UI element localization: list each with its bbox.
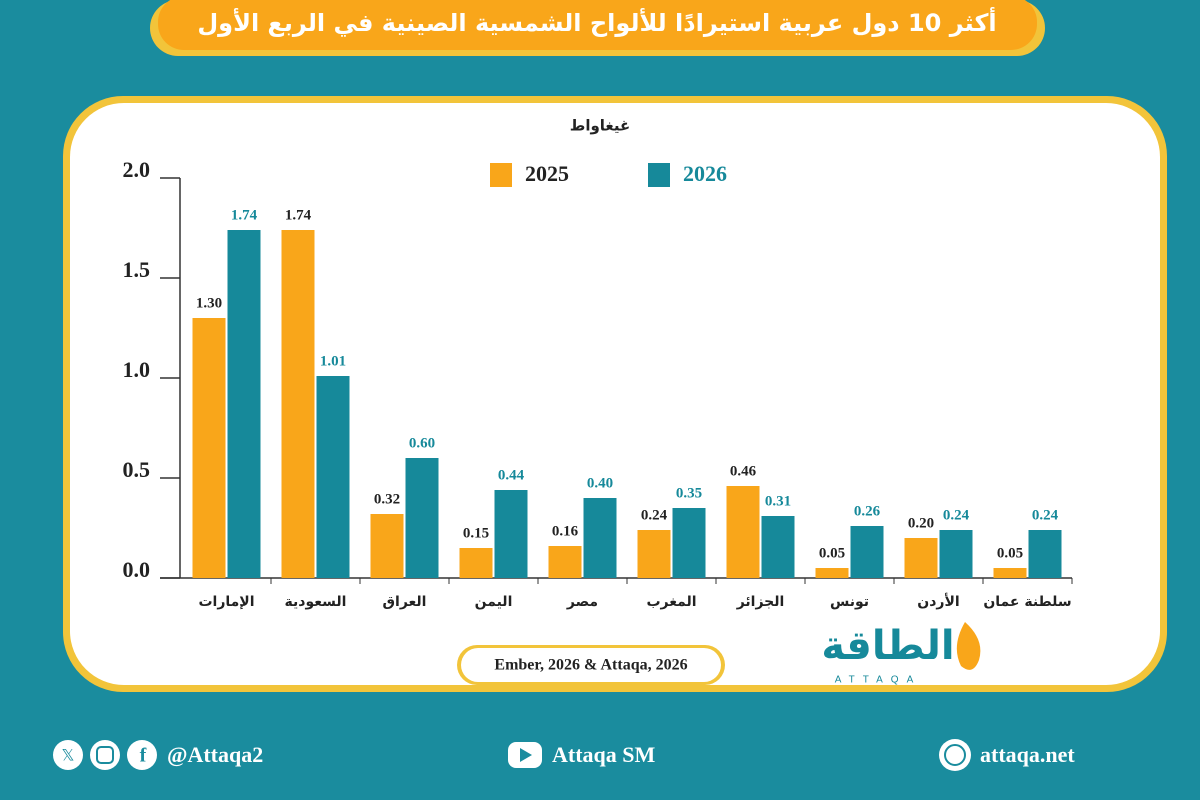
bar xyxy=(939,530,973,578)
value-label: 0.05 xyxy=(819,545,845,561)
source: Ember, 2026 & Attaqa, 2026 xyxy=(494,657,687,674)
x-tick-label: الأردن xyxy=(917,593,959,610)
x-tick-label: اليمن xyxy=(475,594,513,610)
globe-icon[interactable] xyxy=(939,739,971,771)
globe-glyph xyxy=(944,744,966,766)
x-tick-label: الإمارات xyxy=(198,594,254,610)
plot: 0.0 0.5 1.0 1.5 2.0 2025 2026 الإمارات 1.30 1.74 ا… xyxy=(123,157,1073,610)
source-pill xyxy=(461,648,721,682)
chart-title: أكثر 10 دول عربية استيرادًا للألواح الشم… xyxy=(197,7,996,37)
y-axis-unit: غيغاواط xyxy=(570,117,631,135)
y-tick-label: 2.0 xyxy=(123,157,151,182)
bar xyxy=(316,376,350,578)
bar xyxy=(672,508,706,578)
value-label: 0.15 xyxy=(463,525,489,541)
bar xyxy=(192,318,226,578)
value-label: 0.16 xyxy=(552,523,579,539)
y-tick-label: 0.0 xyxy=(123,557,151,582)
bar xyxy=(370,514,404,578)
bar xyxy=(583,498,617,578)
bar xyxy=(1028,530,1062,578)
bar xyxy=(637,530,671,578)
value-label: 0.32 xyxy=(374,491,400,507)
x-tick-label: مصر xyxy=(566,594,598,610)
value-label: 0.46 xyxy=(730,463,757,479)
value-label: 1.30 xyxy=(196,295,222,311)
value-label: 0.44 xyxy=(498,467,525,483)
value-label: 1.74 xyxy=(231,207,258,223)
y-tick-label: 0.5 xyxy=(123,457,151,482)
youtube-handle[interactable]: Attaqa SM xyxy=(552,742,656,767)
instagram-glyph xyxy=(96,746,114,764)
bar xyxy=(726,486,760,578)
facebook-glyph: f xyxy=(140,745,147,767)
x-tick-label: السعودية xyxy=(285,594,347,610)
value-label: 0.26 xyxy=(854,503,881,519)
x-icon[interactable] xyxy=(53,740,83,770)
value-label: 1.74 xyxy=(285,207,312,223)
bar xyxy=(405,458,439,578)
x-tick-label: تونس xyxy=(830,594,869,610)
social-handle[interactable]: @Attaqa2 xyxy=(167,742,263,767)
legend-label: 2025 xyxy=(525,161,569,186)
bar xyxy=(993,568,1027,578)
logo-text: الطاقة xyxy=(821,623,954,669)
x-tick-label: المغرب xyxy=(646,594,696,610)
value-label: 0.60 xyxy=(409,435,435,451)
value-label: 0.05 xyxy=(997,545,1023,561)
youtube-play xyxy=(520,748,532,762)
value-label: 1.01 xyxy=(320,353,346,369)
y-tick-label: 1.5 xyxy=(123,257,151,282)
value-label: 0.20 xyxy=(908,515,934,531)
value-label: 0.31 xyxy=(765,493,791,509)
value-label: 0.35 xyxy=(676,485,702,501)
bar xyxy=(850,526,884,578)
bar xyxy=(761,516,795,578)
value-label: 0.40 xyxy=(587,475,613,491)
website[interactable]: attaqa.net xyxy=(980,742,1075,767)
title-banner xyxy=(158,0,1037,50)
bar xyxy=(815,568,849,578)
bar xyxy=(281,230,315,578)
bar xyxy=(494,490,528,578)
bar xyxy=(904,538,938,578)
legend-label: 2026 xyxy=(683,161,727,186)
x-tick-label: الجزائر xyxy=(736,594,785,610)
bar xyxy=(227,230,261,578)
logo-drop xyxy=(956,622,981,670)
legend-swatch xyxy=(648,163,670,187)
value-label: 0.24 xyxy=(641,507,668,523)
value-label: 0.24 xyxy=(943,507,970,523)
x-tick-label: سلطنة عمان xyxy=(983,594,1071,610)
facebook-icon[interactable] xyxy=(127,740,157,770)
value-label: 0.24 xyxy=(1032,507,1059,523)
x-glyph: 𝕏 xyxy=(62,746,75,765)
bar xyxy=(548,546,582,578)
y-tick-label: 1.0 xyxy=(123,357,151,382)
instagram-icon[interactable] xyxy=(90,740,120,770)
x-tick-label: العراق xyxy=(383,594,427,610)
bar xyxy=(459,548,493,578)
logo-latin: ATTAQA xyxy=(835,675,922,686)
legend-swatch xyxy=(490,163,512,187)
